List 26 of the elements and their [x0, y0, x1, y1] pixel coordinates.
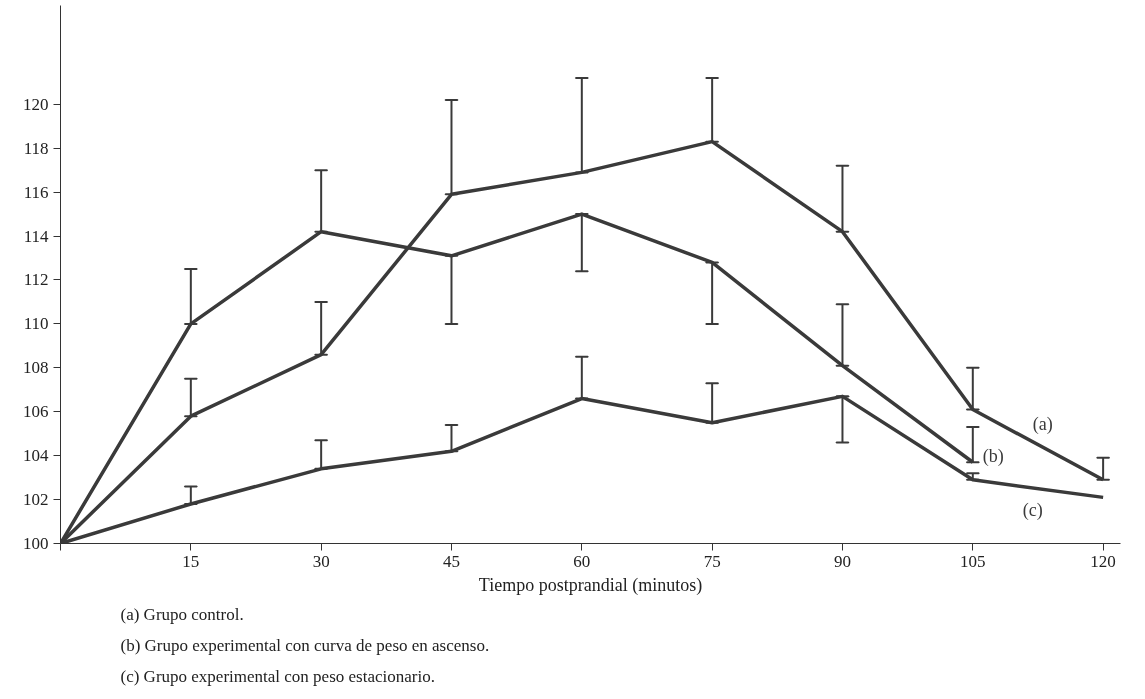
x-tick-label: 90: [833, 551, 851, 571]
x-axis-title: Tiempo postprandial (minutos): [478, 574, 703, 596]
y-tick-label: 118: [23, 138, 49, 158]
text: (b) Grupo experimental con curva de peso en ascenso.: [120, 635, 490, 655]
y-tick-label: 106: [23, 402, 49, 422]
series-label: (b): [982, 446, 1004, 468]
y-tick-label: 100: [23, 534, 49, 553]
x-tick-label: 120: [1090, 551, 1116, 571]
x-tick-label: 60: [573, 551, 591, 571]
y-tick-label: 102: [23, 490, 49, 510]
y-tick-label: 120: [23, 94, 49, 114]
x-tick-label: 75: [703, 551, 721, 571]
text: (a) Grupo control.: [120, 604, 244, 624]
y-tick-label: 110: [23, 314, 49, 334]
y-tick-label: 112: [23, 270, 49, 290]
x-tick-label: 30: [312, 551, 330, 571]
x-tick-label: 45: [442, 551, 460, 571]
x-tick-label: 105: [960, 551, 986, 571]
y-tick-label: 104: [23, 446, 49, 466]
series-label: (c): [1022, 499, 1043, 521]
y-tick-label: 114: [23, 226, 49, 246]
y-tick-label: 116: [23, 182, 49, 202]
x-tick-label: 15: [182, 551, 200, 571]
text: (c) Grupo experimental con peso estacionario.: [120, 666, 435, 686]
y-tick-label: 108: [23, 358, 49, 378]
series-label: (a): [1032, 413, 1053, 435]
